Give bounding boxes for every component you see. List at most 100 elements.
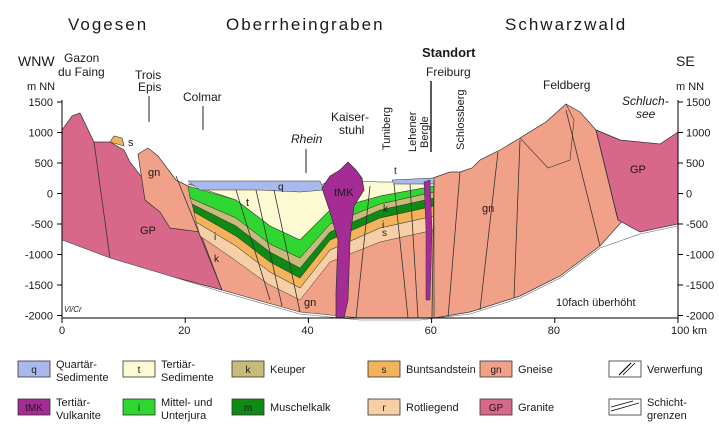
code-q-graben: q (278, 182, 284, 193)
code-s-tuniberg: s (382, 228, 387, 239)
label-schluchsee-1: Schluch- (622, 94, 669, 108)
legend-item: Verwerfung (608, 360, 703, 378)
unit-buntsandstein-cap (109, 135, 125, 147)
region-vogesen: Vogesen (68, 15, 148, 34)
legend-label-2: Sedimente (56, 372, 109, 384)
legend-item: q Quartär-Sedimente (17, 359, 109, 384)
legend-swatch (122, 360, 156, 378)
legend-label: Granite (518, 402, 554, 414)
axes: 1500 1500 1000 1000 500 500 0 0 -500 -500 -1000 -10… (25, 97, 714, 337)
label-bergle: Bergle (419, 116, 431, 148)
legend-item: t Tertiär-Sedimente (122, 359, 214, 384)
direction-right: SE (676, 53, 695, 69)
legend-code: s (382, 365, 387, 376)
ytick-label-right: -1500 (686, 280, 714, 292)
legend-label: Schicht- (647, 397, 687, 409)
legend-swatch (479, 398, 513, 416)
label-lehener: Lehener (407, 111, 419, 152)
region-schwarzwald: Schwarzwald (505, 15, 627, 34)
legend-label: Buntsandstein (406, 364, 476, 376)
boundary-symbol (610, 402, 640, 412)
fault-symbol-2 (622, 362, 636, 376)
legend-label-2: grenzen (647, 410, 687, 422)
legend-swatch (231, 398, 265, 416)
axis-unit-right: m NN (676, 81, 704, 93)
ytick-label-left: 1500 (29, 97, 53, 109)
legend-code: GP (489, 403, 504, 414)
legend-item: gn Gneise (479, 360, 553, 378)
legend-code: tMK (25, 403, 43, 414)
xtick-label: 0 (59, 325, 65, 337)
ytick-label-right: 1500 (686, 97, 710, 109)
legend-label: Mittel- und (161, 397, 212, 409)
legend-label: Gneise (518, 364, 553, 376)
xtick-label: 60 (425, 325, 437, 337)
axis-unit-left: m NN (27, 81, 55, 93)
xtick-label: 100 km (671, 325, 707, 337)
legend-label: Quartär- (56, 359, 97, 371)
legend-swatch (17, 398, 51, 416)
legend-code: gn (490, 365, 501, 376)
label-epis: Epis (138, 80, 161, 94)
xtick-label: 40 (301, 325, 313, 337)
xtick-label: 20 (178, 325, 190, 337)
legend-label-2: Unterjura (161, 410, 207, 422)
legend-label-2: Sedimente (161, 372, 214, 384)
code-gn-schwarzwald: gn (482, 203, 494, 215)
direction-left: WNW (18, 53, 55, 69)
legend-swatch (367, 360, 401, 378)
ytick-label-left: 1000 (29, 128, 53, 140)
legend-code: i (138, 403, 140, 414)
xtick-label: 80 (548, 325, 560, 337)
label-rhein: Rhein (291, 132, 323, 146)
code-i-west: i (214, 232, 216, 243)
label-gazon: Gazon (64, 51, 99, 65)
code-tmk: tMK (334, 187, 354, 199)
legend-label: Rotliegend (406, 402, 459, 414)
label-stuhl: stuhl (339, 123, 364, 137)
code-gp-vosges: GP (140, 225, 156, 237)
ytick-label-right: 0 (686, 189, 692, 201)
legend-code: k (246, 365, 252, 376)
label-colmar: Colmar (183, 90, 222, 104)
legend-item: r Rotliegend (367, 398, 459, 416)
code-i-tuniberg: i (382, 220, 384, 231)
credit: Vi/Cr (64, 305, 82, 314)
legend-label-2: Vulkanite (56, 410, 101, 422)
label-feldberg: Feldberg (543, 78, 590, 92)
ytick-label-left: -2000 (25, 311, 53, 323)
ytick-label-right: -2000 (686, 311, 714, 323)
unit-volcanics-kaiserstuhl (321, 161, 365, 319)
legend-code: t (138, 365, 141, 376)
legend-item: s Buntsandstein (367, 360, 476, 378)
legend-item: Schicht-grenzen (608, 397, 687, 422)
legend-code: r (382, 403, 386, 414)
code-gn-graben: gn (304, 297, 316, 309)
ytick-label-right: 1000 (686, 128, 710, 140)
ytick-label-right: -500 (686, 219, 708, 231)
code-t-tuniberg: t (394, 166, 397, 177)
unit-gneiss-schwarzwald (432, 103, 626, 319)
label-kaiser: Kaiser- (331, 110, 369, 124)
legend-swatch (479, 360, 513, 378)
legend-swatch (231, 360, 265, 378)
ytick-label-left: -500 (31, 219, 53, 231)
legend-item: k Keuper (231, 360, 306, 378)
code-k-west: k (214, 254, 220, 265)
fault-symbol (618, 362, 632, 376)
code-gn-vosges: gn (148, 167, 160, 179)
cross-section (61, 103, 679, 330)
legend-item: tMK Tertiär-Vulkanite (17, 397, 101, 422)
region-oberrheingraben: Oberrheingraben (226, 15, 385, 34)
legend-label: Verwerfung (647, 364, 703, 376)
legend-swatch (17, 360, 51, 378)
legend-swatch (367, 398, 401, 416)
legend-swatch (122, 398, 156, 416)
label-trois: Trois (135, 68, 161, 82)
legend-label: Tertiär- (161, 359, 196, 371)
ytick-label-right: 500 (686, 158, 704, 170)
ytick-label-left: -1000 (25, 250, 53, 262)
ytick-label-left: 0 (47, 189, 53, 201)
